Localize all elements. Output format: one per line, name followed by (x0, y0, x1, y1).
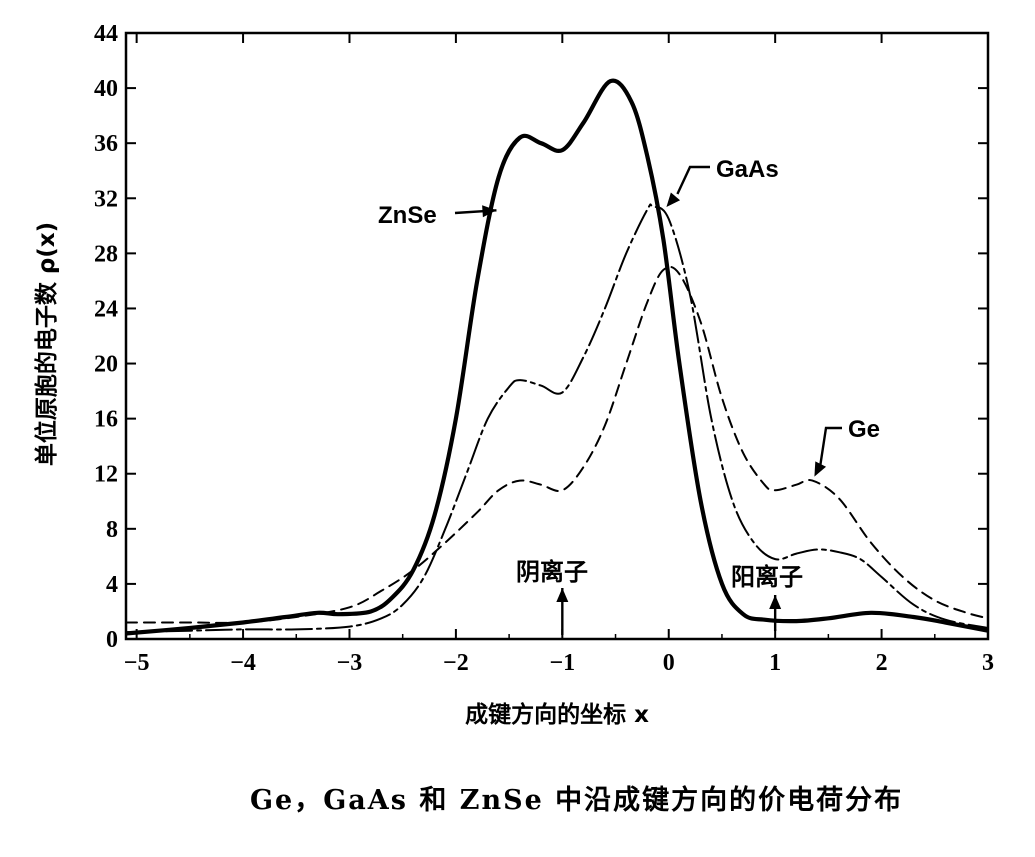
y-tick-label: 40 (94, 76, 118, 102)
annotation-label: ZnSe (378, 202, 437, 229)
y-tick-label: 24 (94, 296, 118, 322)
x-tick-label: −2 (443, 650, 469, 676)
plot-frame (124, 31, 990, 641)
gaas-arrow-head (666, 192, 681, 208)
x-tick-label: −3 (337, 650, 363, 676)
x-tick-label: −5 (124, 650, 150, 676)
znse-arrow-head (482, 205, 497, 218)
y-tick-label: 28 (94, 241, 118, 267)
anion-arrow-head (556, 588, 569, 602)
y-tick-label: 12 (94, 462, 118, 488)
annotations-layer: ZnSe GaAs Ge 阴离子 阳离子 (378, 156, 880, 635)
annotation-label: 阴离子 (516, 558, 588, 586)
x-axis-title: 成键方向的坐标 x (465, 701, 649, 728)
y-tick-label: 8 (106, 517, 118, 543)
y-tick-label: 32 (94, 186, 118, 212)
x-tick-label: 1 (769, 650, 781, 676)
series-layer (126, 78, 988, 636)
annotation-label: GaAs (716, 156, 779, 183)
ge-arrow-head (814, 461, 827, 477)
series-line-gaas (126, 203, 988, 634)
y-tick-label: 16 (94, 407, 118, 433)
x-tick-label: 0 (663, 650, 675, 676)
x-tick-label: 2 (876, 650, 888, 676)
annotation-label: 阳离子 (731, 563, 803, 591)
series-line-ge (126, 265, 988, 624)
x-tick-label: −4 (230, 650, 256, 676)
cation-arrow-head (769, 595, 782, 609)
y-tick-label: 4 (106, 572, 118, 598)
figure-caption: Ge，GaAs 和 ZnSe 中沿成键方向的价电荷分布 (250, 785, 904, 816)
ge-arrow-line (819, 426, 842, 465)
series-line-znse (126, 78, 988, 636)
y-tick-label: 0 (106, 627, 118, 653)
gaas-arrow-line (676, 165, 710, 195)
annotation-label: Ge (848, 416, 880, 443)
x-tick-label: −1 (549, 650, 575, 676)
x-tick-label: 3 (982, 650, 994, 676)
y-axis-title: 单位原胞的电子数 ρ(x) (33, 222, 60, 466)
y-tick-label: 20 (94, 352, 118, 378)
y-tick-label: 36 (94, 131, 118, 157)
y-tick-label: 44 (94, 21, 118, 47)
